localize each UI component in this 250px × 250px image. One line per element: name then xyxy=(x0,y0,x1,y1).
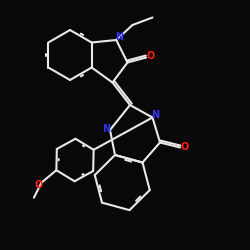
Text: O: O xyxy=(146,51,155,61)
Text: O: O xyxy=(180,142,189,152)
Text: N: N xyxy=(151,110,159,120)
Text: N: N xyxy=(115,32,123,42)
Text: N: N xyxy=(102,124,110,134)
Text: O: O xyxy=(35,180,43,190)
